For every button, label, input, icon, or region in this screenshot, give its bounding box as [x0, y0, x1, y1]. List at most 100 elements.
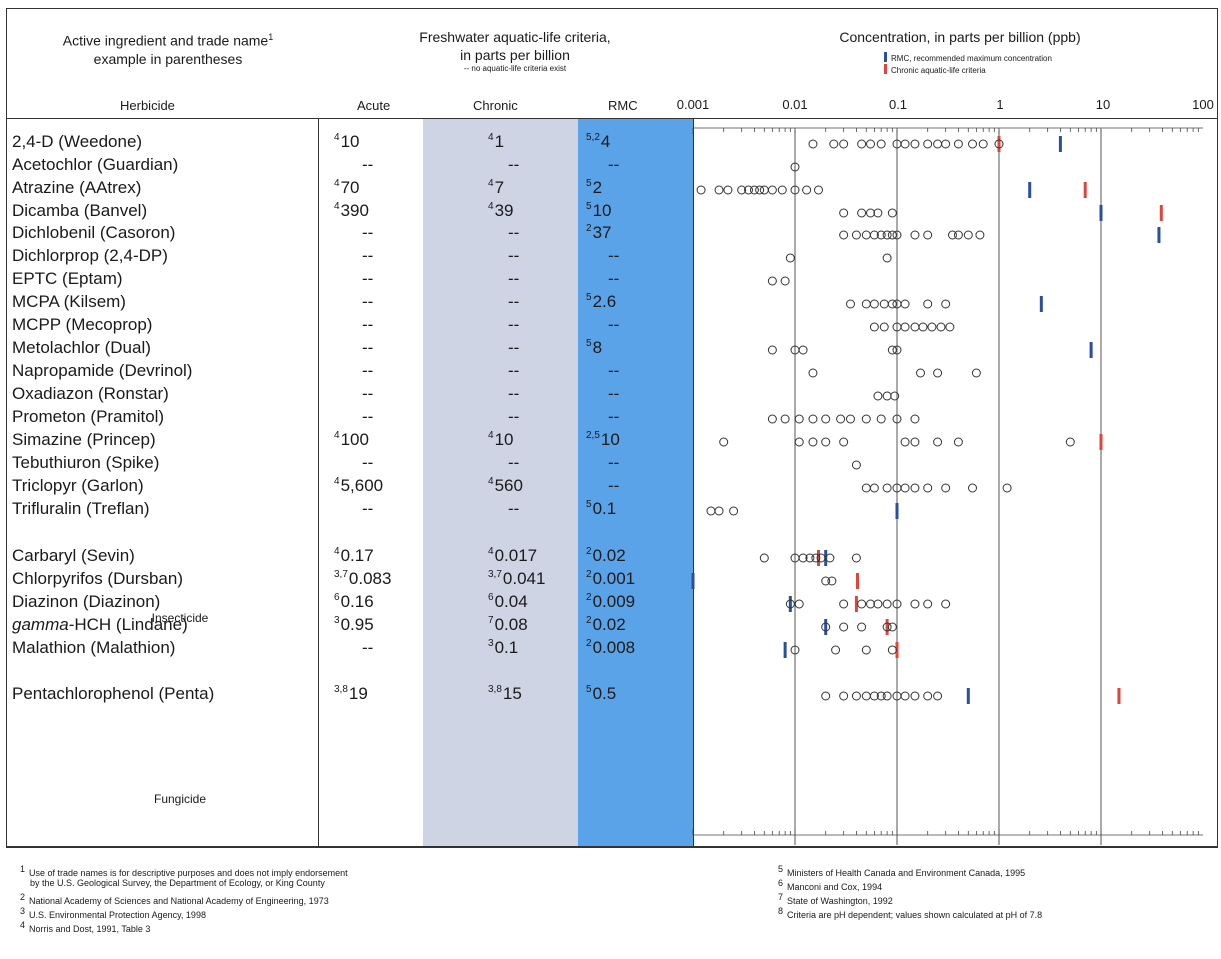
data-point [887, 645, 897, 655]
data-point [869, 230, 879, 240]
footnote-right-text: State of Washington, 1992 [787, 896, 893, 906]
footnote-right-text: Criteria are pH dependent; values shown … [787, 910, 1043, 920]
data-point [785, 253, 795, 263]
data-point [882, 391, 892, 401]
footnote-ref: 3,7 [334, 569, 348, 580]
rmc-cell-value: -- [608, 246, 620, 265]
data-point [719, 437, 729, 447]
row-label-text: Dicamba (Banvel) [12, 201, 148, 220]
data-point [1065, 437, 1075, 447]
data-point [839, 139, 849, 149]
data-point [759, 553, 769, 563]
data-point [743, 185, 753, 195]
rmc-marker [783, 642, 787, 658]
data-point [767, 185, 777, 195]
acute-cell: -- [362, 453, 373, 473]
data-point [729, 506, 739, 516]
acute-cell-value: 0.17 [340, 546, 374, 565]
row-label-text: Oxadiazon (Ronstar) [12, 384, 169, 403]
chronic-cell-value: -- [508, 499, 520, 518]
footnote-ref: 2 [586, 615, 592, 626]
footnote-ref: 2 [586, 638, 592, 649]
header-col1: Active ingredient and trade name1 exampl… [8, 28, 328, 68]
data-point [798, 553, 808, 563]
rmc-marker [1028, 182, 1032, 198]
row-label-text: Dichlorprop (2,4-DP) [12, 246, 168, 265]
data-point [861, 299, 871, 309]
data-point [857, 622, 867, 632]
data-point [767, 414, 777, 424]
footnote-left-text: Norris and Dost, 1991, Table 3 [29, 924, 151, 934]
data-point [882, 230, 892, 240]
data-point [821, 576, 831, 586]
rmc-cell: 20.009 [586, 592, 635, 612]
data-point [714, 185, 724, 195]
acute-cell-value: 390 [340, 201, 369, 220]
rmc-cell: 510 [586, 201, 611, 221]
footnote-left-text: by the U.S. Geological Survey, the Depar… [30, 878, 325, 888]
data-point [953, 437, 963, 447]
data-point [805, 553, 815, 563]
rmc-cell: -- [608, 476, 619, 496]
data-point [821, 622, 831, 632]
row-label-text: Tebuthiuron (Spike) [12, 453, 160, 472]
acute-cell-value: -- [362, 499, 374, 518]
footnote-ref: 5 [586, 499, 592, 510]
rmc-marker [788, 596, 792, 612]
rmc-marker [895, 503, 899, 519]
subheader-rmc: RMC [608, 98, 638, 113]
chronic-cell-value: -- [508, 155, 520, 174]
rmc-cell: -- [608, 407, 619, 427]
footnote-left: 4 Norris and Dost, 1991, Table 3 [20, 920, 150, 934]
data-point [918, 322, 928, 332]
data-point [839, 622, 849, 632]
chronic-marker [997, 136, 1001, 152]
row-label: Dicamba (Banvel) [12, 201, 147, 221]
data-point [910, 139, 920, 149]
data-point [714, 506, 724, 516]
header-divider [6, 118, 1218, 119]
data-point [790, 162, 800, 172]
data-point [737, 185, 747, 195]
rmc-cell-value: 0.009 [592, 592, 636, 611]
data-point [808, 437, 818, 447]
data-point [923, 691, 933, 701]
rmc-cell-value: 4 [600, 132, 611, 151]
data-point [1002, 483, 1012, 493]
chronic-marker [885, 619, 889, 635]
chronic-marker [1159, 205, 1163, 221]
row-label: Malathion (Malathion) [12, 638, 175, 658]
footnote-left-text: U.S. Environmental Protection Agency, 19… [29, 910, 206, 920]
footnote-ref: 4 [488, 546, 494, 557]
legend-rmc: RMC, recommended maximum concentration [884, 52, 1052, 64]
chronic-cell: 410 [488, 430, 513, 450]
data-point [857, 139, 867, 149]
data-point [910, 414, 920, 424]
data-point [845, 414, 855, 424]
footnote-ref: 2 [586, 223, 592, 234]
acute-cell-value: -- [362, 292, 374, 311]
acute-cell-value: 0.95 [340, 615, 374, 634]
data-point [857, 208, 867, 218]
acute-cell-value: 19 [348, 684, 368, 703]
footnote-right-number: 6 [778, 878, 784, 888]
footnote-ref: 5 [586, 684, 592, 695]
rmc-cell: 2,510 [586, 430, 620, 450]
row-label-text: Carbaryl (Sevin) [12, 546, 135, 565]
rmc-cell: 20.02 [586, 615, 626, 635]
data-point [933, 139, 943, 149]
header-criteria: Freshwater aquatic-life criteria, in par… [365, 28, 665, 74]
acute-cell-value: -- [362, 361, 374, 380]
data-point [811, 553, 821, 563]
header-col1-sup: 1 [268, 32, 274, 42]
chronic-marker [1099, 434, 1103, 450]
footnote-right: 5 Ministers of Health Canada and Environm… [778, 864, 1025, 878]
row-label: Trifluralin (Treflan) [12, 499, 150, 519]
rmc-cell: 52.6 [586, 292, 616, 312]
data-point [923, 483, 933, 493]
rmc-cell: -- [608, 453, 619, 473]
data-point [900, 483, 910, 493]
data-point [933, 437, 943, 447]
rmc-cell: -- [608, 361, 619, 381]
row-label-text: Metolachlor (Dual) [12, 338, 151, 357]
